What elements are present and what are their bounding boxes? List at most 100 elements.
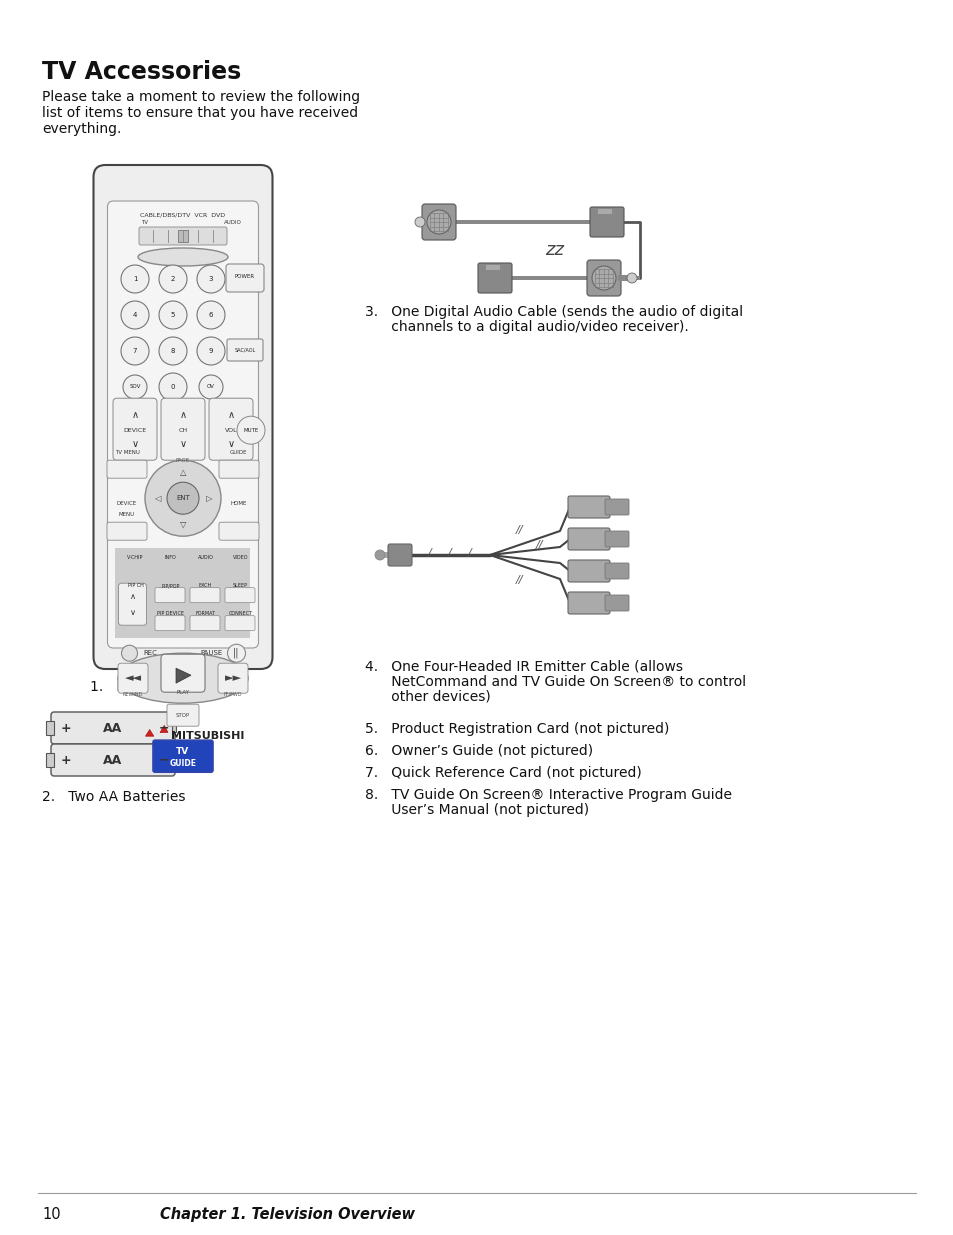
Text: 3.   One Digital Audio Cable (sends the audio of digital: 3. One Digital Audio Cable (sends the au… [365,305,742,319]
Text: AUDIO: AUDIO [197,556,213,561]
Text: User’s Manual (not pictured): User’s Manual (not pictured) [365,803,589,818]
FancyBboxPatch shape [604,531,628,547]
Ellipse shape [138,248,228,266]
Text: 7.   Quick Reference Card (not pictured): 7. Quick Reference Card (not pictured) [365,766,641,781]
Text: 10: 10 [42,1207,61,1221]
Text: MENU: MENU [119,513,135,517]
Text: ►►: ►► [224,673,241,683]
Text: GUIDE: GUIDE [230,451,248,456]
FancyBboxPatch shape [225,616,254,631]
Text: ◄◄: ◄◄ [125,673,141,683]
Circle shape [121,645,137,661]
Text: DEVICE: DEVICE [117,501,137,506]
Polygon shape [156,740,164,747]
Polygon shape [160,725,168,732]
Circle shape [196,337,225,366]
Text: ∨: ∨ [227,440,234,450]
FancyBboxPatch shape [604,563,628,579]
FancyBboxPatch shape [604,595,628,611]
Polygon shape [175,668,191,683]
Text: //: // [536,540,543,550]
FancyBboxPatch shape [161,398,205,461]
Circle shape [123,375,147,399]
Circle shape [121,337,149,366]
Circle shape [427,210,451,233]
Text: list of items to ensure that you have received: list of items to ensure that you have re… [42,106,357,120]
FancyBboxPatch shape [118,583,147,625]
Text: ∧: ∧ [130,592,135,600]
FancyBboxPatch shape [161,655,205,692]
Bar [510,275,589,280]
Text: HOME: HOME [231,501,247,506]
Text: NetCommand and TV Guide On Screen® to control: NetCommand and TV Guide On Screen® to co… [365,676,745,689]
FancyBboxPatch shape [51,743,174,776]
Text: 8.   TV Guide On Screen® Interactive Program Guide: 8. TV Guide On Screen® Interactive Progr… [365,788,731,802]
Circle shape [199,375,223,399]
Text: /: / [468,548,472,558]
Text: 6.   Owner’s Guide (not pictured): 6. Owner’s Guide (not pictured) [365,743,593,758]
FancyBboxPatch shape [108,201,258,648]
Text: 4: 4 [132,312,137,317]
Text: ▽: ▽ [179,520,186,529]
Text: ∧: ∧ [179,410,187,420]
Circle shape [196,266,225,293]
FancyBboxPatch shape [118,663,148,693]
Circle shape [159,301,187,329]
Bar [379,552,390,558]
Text: 1.   Remote Control: 1. Remote Control [90,680,224,694]
Text: ||: || [233,648,239,658]
Text: ∨: ∨ [179,440,187,450]
Text: //: // [516,525,523,535]
Text: PIP DEVICE: PIP DEVICE [157,611,184,616]
Text: PLAY: PLAY [176,689,190,695]
Text: PIP CH: PIP CH [128,583,143,588]
Polygon shape [146,730,153,736]
FancyBboxPatch shape [51,713,174,743]
Text: AA: AA [103,753,123,767]
Text: SAC/AOL: SAC/AOL [234,347,255,352]
FancyBboxPatch shape [218,663,248,693]
Text: VOL: VOL [225,427,237,432]
Bar [172,756,175,764]
Text: REC: REC [143,650,157,656]
Circle shape [159,266,187,293]
Text: INFO: INFO [165,556,176,561]
Text: FF/FWD: FF/FWD [224,692,242,697]
Bar [598,209,612,214]
Circle shape [236,416,265,445]
Circle shape [415,217,424,227]
Text: //: // [516,576,523,585]
FancyBboxPatch shape [567,529,609,550]
Text: GUIDE: GUIDE [170,758,196,768]
FancyBboxPatch shape [567,496,609,517]
FancyBboxPatch shape [421,204,456,240]
Text: zz: zz [545,241,564,259]
Bar [46,753,54,767]
Text: 5.   Product Registration Card (not pictured): 5. Product Registration Card (not pictur… [365,722,669,736]
Text: ∧: ∧ [132,410,138,420]
Text: ◁: ◁ [153,494,160,503]
Text: −: − [158,721,169,735]
FancyBboxPatch shape [567,592,609,614]
Text: ∨: ∨ [132,440,138,450]
FancyBboxPatch shape [152,740,213,772]
Text: 0: 0 [171,384,175,390]
FancyBboxPatch shape [567,559,609,582]
Bar [618,275,631,282]
FancyBboxPatch shape [112,398,157,461]
Text: PAGE: PAGE [175,458,190,463]
Text: OV: OV [207,384,214,389]
FancyBboxPatch shape [107,461,147,478]
FancyBboxPatch shape [154,616,185,631]
Text: 1: 1 [132,275,137,282]
FancyBboxPatch shape [477,263,512,293]
Text: SOV: SOV [130,384,140,389]
Text: other devices): other devices) [365,690,490,704]
Text: CH: CH [178,427,188,432]
Text: TV MENU: TV MENU [114,451,139,456]
Circle shape [121,266,149,293]
FancyBboxPatch shape [167,704,199,726]
FancyBboxPatch shape [589,207,623,237]
Text: AA: AA [103,721,123,735]
Text: EXCH: EXCH [198,583,212,588]
